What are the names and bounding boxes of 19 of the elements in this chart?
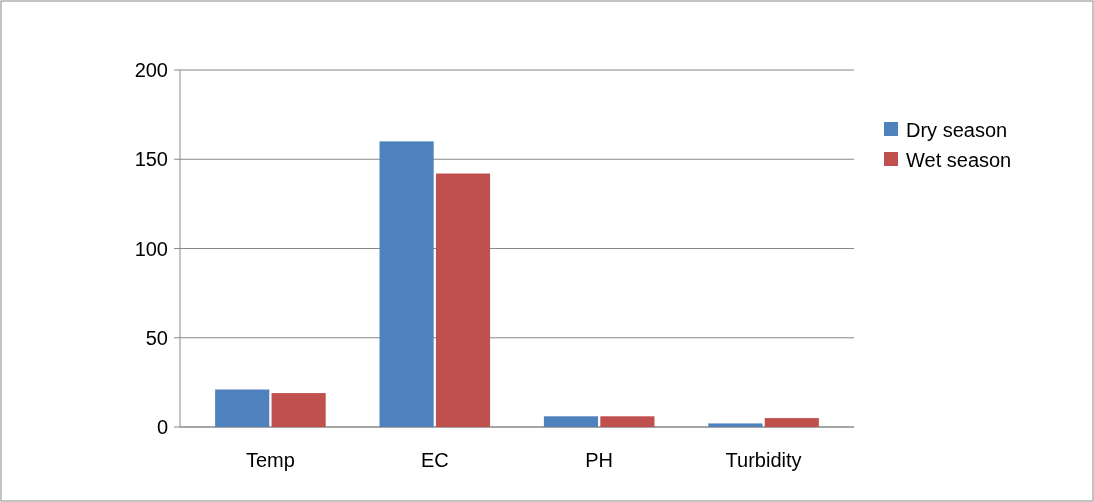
bar <box>379 141 434 427</box>
bar <box>708 423 763 427</box>
x-tick-label: Turbidity <box>725 449 802 471</box>
x-tick-label: Temp <box>245 449 295 471</box>
bar <box>543 416 599 427</box>
legend-label: Wet season <box>906 149 1012 171</box>
bar <box>600 416 655 427</box>
y-tick-label: 200 <box>134 59 168 81</box>
bar <box>271 393 326 427</box>
x-tick-label: EC <box>420 449 449 471</box>
bar <box>435 173 491 427</box>
y-tick-label: 150 <box>134 148 168 171</box>
bar <box>215 389 270 427</box>
bar <box>764 418 819 427</box>
y-tick-label: 50 <box>145 326 168 349</box>
y-tick-label: 0 <box>156 416 168 438</box>
y-tick-label: 100 <box>134 237 168 260</box>
x-tick-label: PH <box>585 449 614 471</box>
legend-label: Dry season <box>906 119 1008 141</box>
